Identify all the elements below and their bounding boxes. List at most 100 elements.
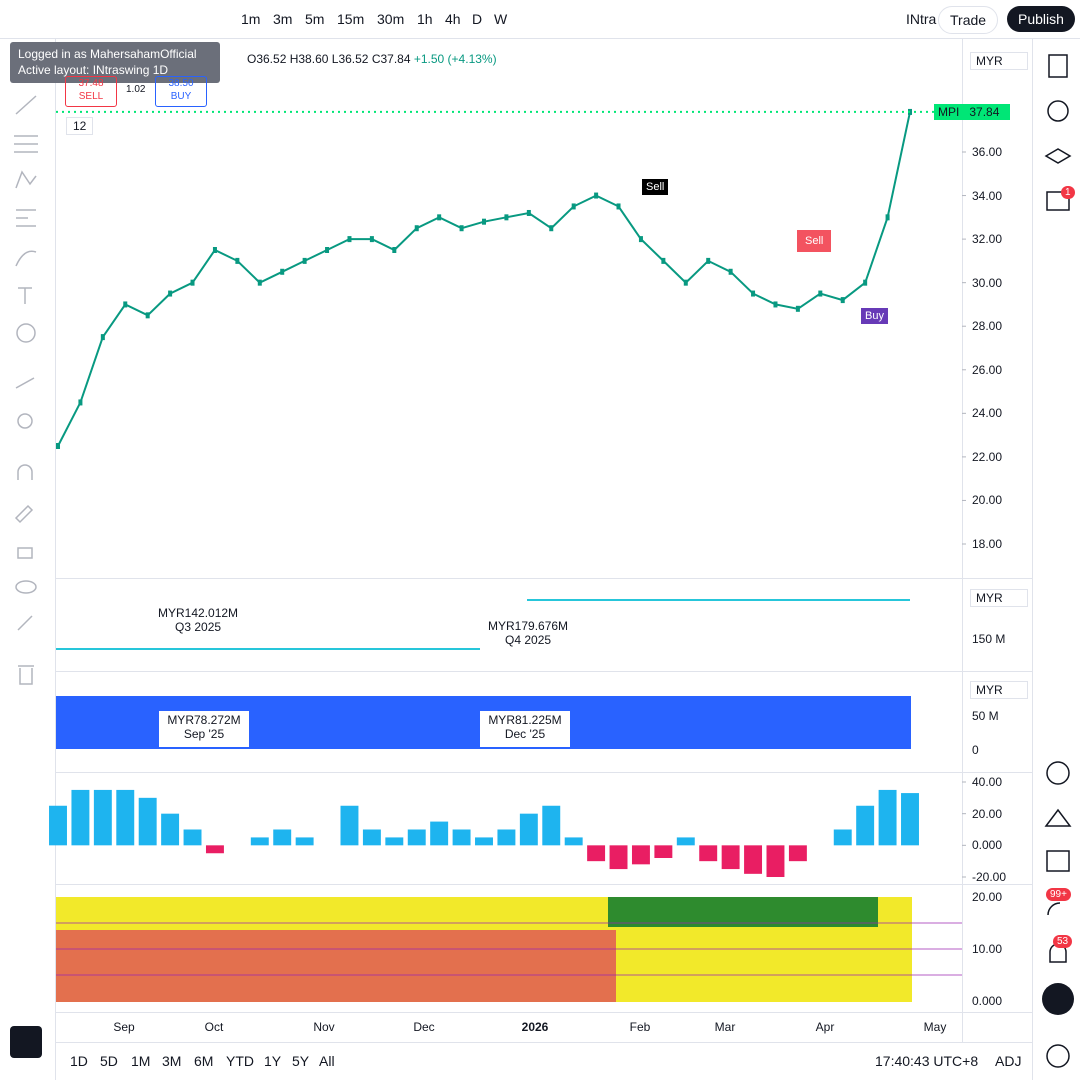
candle xyxy=(392,247,397,253)
time-label: Mar xyxy=(714,1020,736,1034)
momentum-bar xyxy=(273,829,292,846)
candle xyxy=(863,279,868,286)
momentum-bar xyxy=(766,845,785,877)
interval[interactable]: D xyxy=(472,11,483,27)
interval[interactable]: 5m xyxy=(305,11,325,27)
range-button[interactable]: 1D xyxy=(70,1053,88,1069)
candle xyxy=(145,312,150,319)
adj-toggle[interactable]: ADJ xyxy=(995,1053,1022,1069)
currency-select[interactable]: MYR xyxy=(970,589,1028,607)
range-button[interactable]: All xyxy=(319,1053,335,1069)
value: MYR142.012M xyxy=(158,606,239,620)
spread: 1.02 xyxy=(126,84,146,95)
tooltip-line: Active layout: INtraswing 1D xyxy=(18,63,169,77)
interval[interactable]: 1m xyxy=(241,11,261,27)
range-button[interactable]: 3M xyxy=(162,1053,182,1069)
range-button[interactable]: 1Y xyxy=(264,1053,282,1069)
momentum-bar xyxy=(475,837,493,846)
momentum-bar xyxy=(497,829,516,846)
interval[interactable]: 15m xyxy=(337,11,365,27)
candle xyxy=(190,279,195,286)
layout-name[interactable]: INtra xyxy=(906,11,937,27)
range-button[interactable]: 5D xyxy=(100,1053,118,1069)
candle xyxy=(773,301,778,308)
momentum-bar xyxy=(71,789,90,846)
candle xyxy=(280,268,285,275)
sell-price: 37.48 xyxy=(78,78,104,89)
candle xyxy=(459,225,464,232)
candle xyxy=(751,290,756,297)
last-price: 37.84 xyxy=(969,105,1000,119)
candle xyxy=(728,268,733,275)
momentum-bar xyxy=(519,813,538,846)
time-label: Oct xyxy=(204,1020,224,1034)
momentum-bar xyxy=(833,829,852,846)
strength-levels xyxy=(56,922,962,976)
y-tick-label: 0.000 xyxy=(972,838,1003,853)
range-button[interactable]: 1M xyxy=(131,1053,151,1069)
interval[interactable]: W xyxy=(494,11,508,27)
momentum-bar xyxy=(542,805,561,846)
interval[interactable]: 3m xyxy=(273,11,293,27)
currency-select[interactable]: MYR xyxy=(970,681,1028,699)
publish-button[interactable]: Publish xyxy=(1007,6,1075,32)
candle xyxy=(414,225,419,232)
range-button[interactable]: YTD xyxy=(226,1053,254,1069)
interval[interactable]: 1h xyxy=(417,11,433,27)
candle xyxy=(369,236,374,243)
sell-button[interactable]: 37.48 SELL xyxy=(65,76,117,107)
candle xyxy=(840,297,845,304)
candle xyxy=(594,192,599,199)
y-tick-label: 36.00 xyxy=(972,145,1003,159)
y-tick-label: 30.00 xyxy=(972,275,1003,290)
candle xyxy=(571,203,576,210)
y-tick-label: 28.00 xyxy=(972,319,1003,334)
time-label: Nov xyxy=(313,1020,335,1034)
trade-button[interactable]: Trade xyxy=(938,6,999,34)
momentum-bar xyxy=(609,845,628,870)
momentum-bar xyxy=(250,837,269,846)
range-button[interactable]: 5Y xyxy=(292,1053,310,1069)
momentum-bar xyxy=(362,829,381,846)
candle xyxy=(212,247,217,253)
momentum-bar xyxy=(385,837,404,846)
apps-button[interactable] xyxy=(1042,983,1074,1015)
period: Dec '25 xyxy=(504,727,546,741)
revenue-label: MYR142.012M Q3 2025 xyxy=(158,606,238,634)
candle xyxy=(795,305,800,312)
momentum-bar xyxy=(116,789,135,846)
y-tick-label: 34.00 xyxy=(972,188,1003,203)
momentum-bar xyxy=(631,845,650,865)
momentum-bar xyxy=(564,837,583,846)
buy-button[interactable]: 38.50 BUY xyxy=(155,76,207,107)
indicator-count[interactable]: 12 xyxy=(66,117,94,135)
badge: 99+ xyxy=(1046,888,1071,901)
interval[interactable]: 4h xyxy=(445,11,461,27)
last-price-label: MPI 37.84 xyxy=(934,104,1010,120)
y-tick-label: 20.00 xyxy=(972,806,1003,821)
interval[interactable]: 30m xyxy=(377,11,405,27)
momentum-bar xyxy=(49,805,67,846)
momentum-bar xyxy=(183,829,202,846)
candle xyxy=(549,225,554,232)
value: MYR78.272M xyxy=(167,713,241,727)
favorites[interactable] xyxy=(10,1026,42,1058)
candle xyxy=(706,257,711,264)
candle xyxy=(818,290,823,297)
momentum-bar xyxy=(654,845,673,858)
range-button[interactable]: 6M xyxy=(194,1053,214,1069)
candle xyxy=(235,257,240,264)
tooltip-line: Logged in as MahersahamOfficial xyxy=(18,47,197,61)
y-tick-label: 20.00 xyxy=(972,890,1003,904)
strength-bars xyxy=(608,897,878,927)
time-label: Feb xyxy=(629,1020,651,1034)
ohlc-legend: O36.52 H38.60 L36.52 C37.84 +1.50 (+4.13… xyxy=(247,52,497,66)
candle xyxy=(616,203,621,210)
candle xyxy=(302,257,307,264)
currency-select[interactable]: MYR xyxy=(970,52,1028,70)
dividers xyxy=(0,38,1080,1080)
symbol: MPI xyxy=(938,105,960,119)
y-tick-label: 10.00 xyxy=(972,942,1003,956)
candle xyxy=(325,247,330,253)
close-line xyxy=(57,111,911,447)
